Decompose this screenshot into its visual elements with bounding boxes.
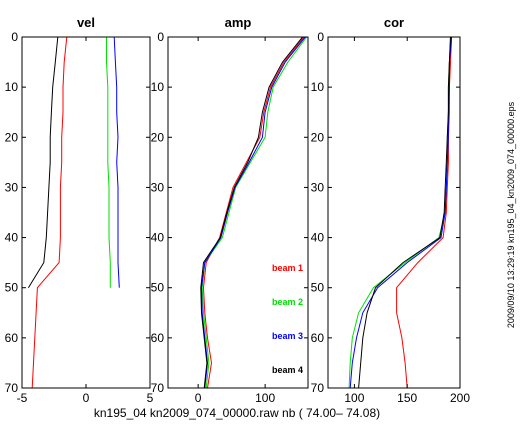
panel-title: amp [225, 15, 252, 30]
panel-title: vel [77, 15, 95, 30]
plot-frame [167, 36, 309, 389]
x-label: kn195_04 kn2009_074_00000.raw nb ( 74.00… [94, 406, 380, 420]
profile-line [202, 36, 305, 389]
y-tick-label: 70 [151, 381, 165, 395]
y-tick-label: 0 [11, 30, 18, 44]
legend-label: beam 2 [272, 297, 303, 307]
y-tick-label: 40 [5, 231, 19, 245]
profile-line [113, 36, 120, 288]
profile-line [201, 36, 308, 389]
profile-line [348, 36, 451, 389]
y-tick-label: 30 [151, 180, 165, 194]
y-tick-label: 30 [311, 180, 325, 194]
plot-frame [327, 36, 461, 389]
y-tick-label: 10 [5, 80, 19, 94]
x-tick-label: 100 [344, 391, 364, 405]
x-tick-label: 100 [255, 391, 275, 405]
y-tick-label: 40 [311, 231, 325, 245]
y-tick-label: 70 [311, 381, 325, 395]
y-tick-label: 60 [311, 331, 325, 345]
profile-line [349, 36, 453, 389]
profile-line [27, 36, 59, 288]
y-tick-label: 50 [311, 281, 325, 295]
y-tick-label: 70 [5, 381, 19, 395]
y-tick-label: 0 [317, 30, 324, 44]
y-tick-label: 0 [157, 30, 164, 44]
x-tick-label: -5 [17, 391, 28, 405]
x-tick-label: 150 [397, 391, 417, 405]
legend-label: beam 3 [272, 331, 303, 341]
profile-line [200, 36, 306, 389]
y-tick-label: 10 [311, 80, 325, 94]
profile-line [396, 36, 453, 389]
profile-line [358, 36, 451, 389]
x-tick-label: 0 [83, 391, 90, 405]
profile-line [200, 36, 303, 389]
y-tick-label: 60 [5, 331, 19, 345]
x-tick-label: 5 [147, 391, 154, 405]
y-tick-label: 10 [151, 80, 165, 94]
y-tick-label: 20 [311, 130, 325, 144]
y-tick-label: 50 [151, 281, 165, 295]
y-tick-label: 20 [5, 130, 19, 144]
panel-title: cor [384, 15, 404, 30]
profile-line [31, 36, 68, 389]
y-tick-label: 40 [151, 231, 165, 245]
plot-frame [21, 36, 151, 389]
y-tick-label: 50 [5, 281, 19, 295]
y-tick-label: 60 [151, 331, 165, 345]
x-tick-label: 200 [450, 391, 470, 405]
legend-label: beam 4 [272, 365, 303, 375]
legend-label: beam 1 [272, 263, 303, 273]
stamp: 2009/09/10 13:29:19 kn195_04_kn2009_074_… [506, 101, 516, 328]
x-tick-label: 0 [195, 391, 202, 405]
y-tick-label: 20 [151, 130, 165, 144]
profile-line [106, 37, 111, 288]
y-tick-label: 30 [5, 180, 19, 194]
